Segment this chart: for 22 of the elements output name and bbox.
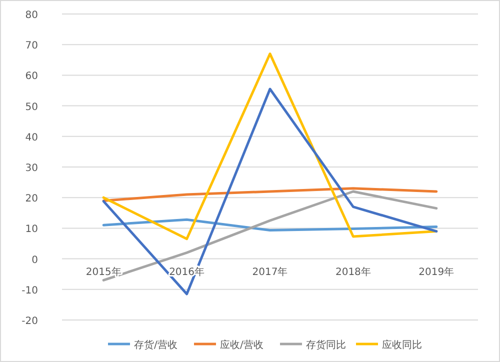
x-tick-label: 2015年	[86, 266, 122, 278]
x-tick-label: 2019年	[418, 266, 454, 278]
line-series	[102, 52, 438, 240]
legend-label: 应收/营收	[220, 339, 264, 351]
legend-label: 存货同比	[306, 339, 346, 351]
y-tick-label: 20	[25, 194, 38, 205]
y-tick-label: -10	[22, 285, 38, 296]
y-tick-label: 70	[25, 40, 38, 52]
x-tick-label: 2018年	[335, 266, 371, 278]
legend-label: 存货/营收	[134, 339, 178, 351]
y-tick-label: 30	[25, 163, 38, 174]
legend-label: 应收同比	[382, 339, 422, 351]
line-series	[102, 187, 438, 202]
y-tick-label: -20	[22, 316, 38, 327]
y-tick-label: 50	[25, 102, 38, 113]
y-tick-label: 10	[25, 224, 38, 236]
y-tick-label: 60	[25, 71, 38, 82]
y-tick-label: 0	[32, 254, 38, 266]
y-tick-label: 40	[25, 132, 38, 144]
y-tick-label: 80	[25, 10, 38, 21]
line-series	[102, 218, 438, 232]
x-tick-label: 2017年	[252, 266, 288, 278]
